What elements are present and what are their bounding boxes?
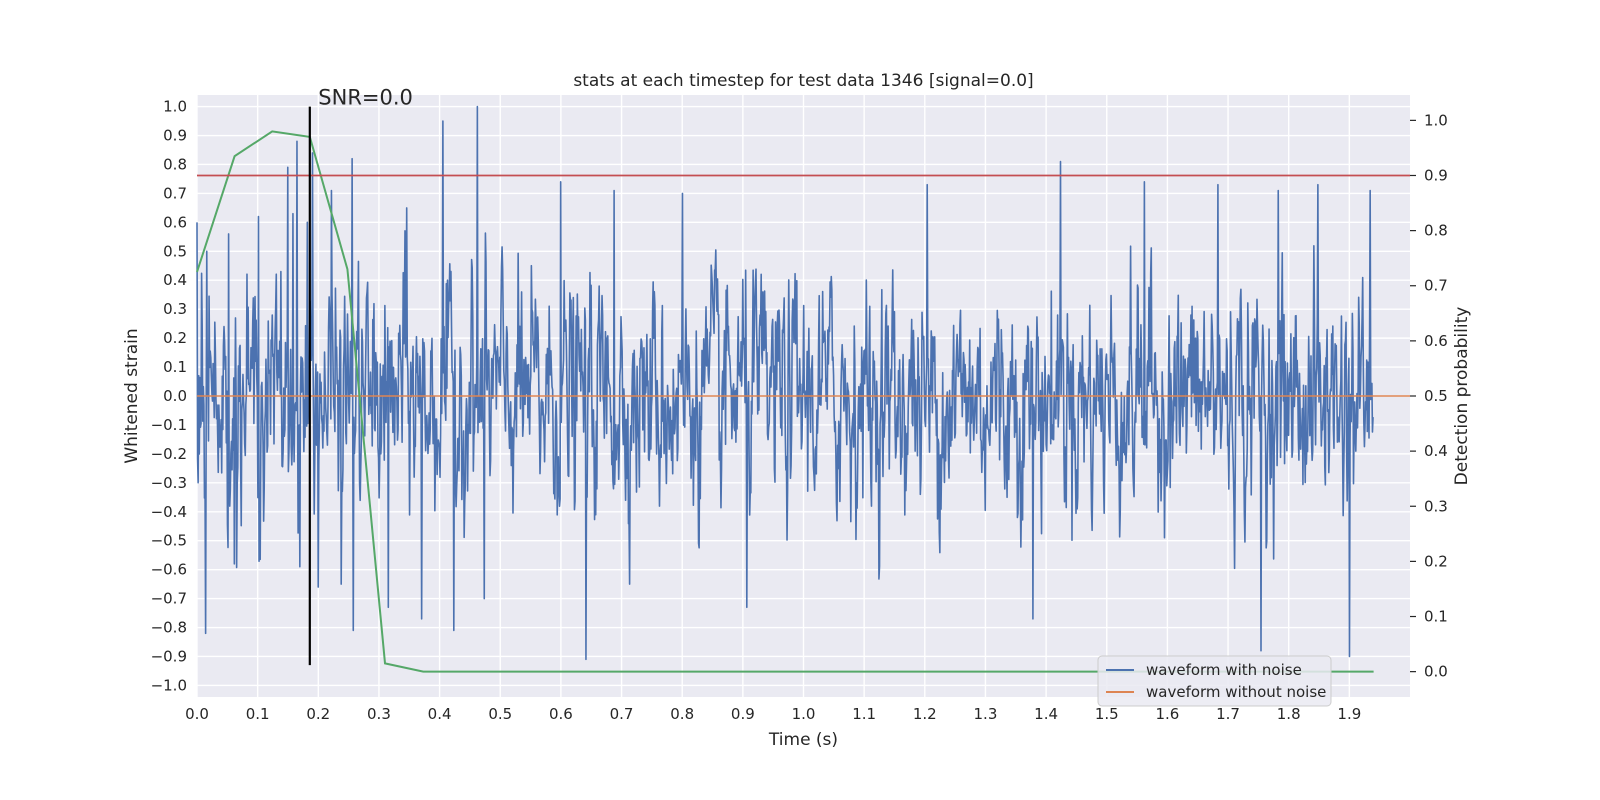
y-tick-label: 0.2	[163, 329, 187, 347]
x-tick-label: 0.6	[549, 705, 573, 723]
y2-tick-label: 0.6	[1424, 332, 1448, 350]
y-tick-label: 0.7	[163, 184, 187, 202]
legend-label-waveform-without-noise: waveform without noise	[1146, 683, 1326, 701]
chart-title: stats at each timestep for test data 134…	[573, 71, 1033, 91]
y2-tick-label: 0.4	[1424, 442, 1448, 460]
x-tick-label: 1.8	[1277, 705, 1301, 723]
x-tick-label: 1.7	[1216, 705, 1240, 723]
y2-tick-label: 0.2	[1424, 552, 1448, 570]
legend-box	[1097, 655, 1332, 707]
series-waveform-with-noise	[196, 105, 1374, 661]
y-tick-label: 0.0	[163, 387, 187, 405]
y-tick-label: −0.5	[151, 532, 187, 550]
axes: 0.0 0.1 0.2 0.3 0.4 0.5 0.6 0.7 0.8 0.9 1.0 1.1 1.2 1…	[151, 98, 1448, 723]
y-tick-label: −1.0	[151, 676, 187, 694]
x-tick-label: 1.3	[974, 705, 998, 723]
y2-tick-label: 0.5	[1424, 387, 1448, 405]
y2-tick-label: 1.0	[1424, 111, 1448, 129]
detection-probability-line	[196, 130, 1374, 673]
x-tick-label: 1.2	[913, 705, 937, 723]
x-tick-label: 1.5	[1095, 705, 1119, 723]
x-tick-label: 0.0	[185, 705, 209, 723]
x-tick-label: 0.8	[670, 705, 694, 723]
y-tick-label: 0.6	[163, 213, 187, 231]
y2-tick-label: 0.3	[1424, 497, 1448, 515]
x-tick-label: 0.4	[428, 705, 452, 723]
y2-tick-label: 0.1	[1424, 608, 1448, 626]
x-tick-label: 0.5	[488, 705, 512, 723]
x-tick-label: 1.9	[1337, 705, 1361, 723]
y-tick-label: 0.4	[163, 271, 187, 289]
y-axis-title: Whitened strain	[122, 328, 142, 463]
series-detection-probability	[196, 130, 1374, 673]
y-tick-label: −0.6	[151, 561, 187, 579]
y-tick-label: 0.9	[163, 127, 187, 145]
reference-lines	[197, 106, 1410, 666]
x-tick-label: 0.1	[246, 705, 270, 723]
x-tick-label: 1.1	[852, 705, 876, 723]
y-tick-label: −0.9	[151, 647, 187, 665]
y-tick-label: −0.1	[151, 416, 187, 434]
y-tick-label: 0.1	[163, 358, 187, 376]
y-tick-label: 1.0	[163, 98, 187, 116]
x-tick-label: 1.0	[792, 705, 816, 723]
legend-label-waveform-with-noise: waveform with noise	[1146, 661, 1302, 679]
x-tick-label: 1.6	[1155, 705, 1179, 723]
x-tick-label: 1.4	[1034, 705, 1058, 723]
y-tick-label: −0.4	[151, 503, 187, 521]
x-axis-title: Time (s)	[768, 730, 838, 750]
y-tick-label: −0.8	[151, 619, 187, 637]
y-tick-label: −0.3	[151, 474, 187, 492]
x-tick-label: 0.7	[610, 705, 634, 723]
snr-annotation: SNR=0.0	[318, 86, 413, 110]
y2-axis-title: Detection probability	[1452, 307, 1472, 486]
x-tick-label: 0.3	[367, 705, 391, 723]
y-tick-label: −0.2	[151, 445, 187, 463]
legend: waveform with noise waveform without noi…	[1097, 655, 1332, 707]
y2-tick-label: 0.8	[1424, 222, 1448, 240]
waveform-with-noise-line	[196, 105, 1374, 661]
y-tick-label: 0.3	[163, 300, 187, 318]
y-tick-label: −0.7	[151, 590, 187, 608]
x-tick-label: 0.2	[306, 705, 330, 723]
y2-tick-label: 0.7	[1424, 277, 1448, 295]
y2-tick-label: 0.0	[1424, 663, 1448, 681]
y-tick-label: 0.8	[163, 155, 187, 173]
y2-tick-label: 0.9	[1424, 166, 1448, 184]
x-tick-label: 0.9	[731, 705, 755, 723]
y-tick-label: 0.5	[163, 242, 187, 260]
